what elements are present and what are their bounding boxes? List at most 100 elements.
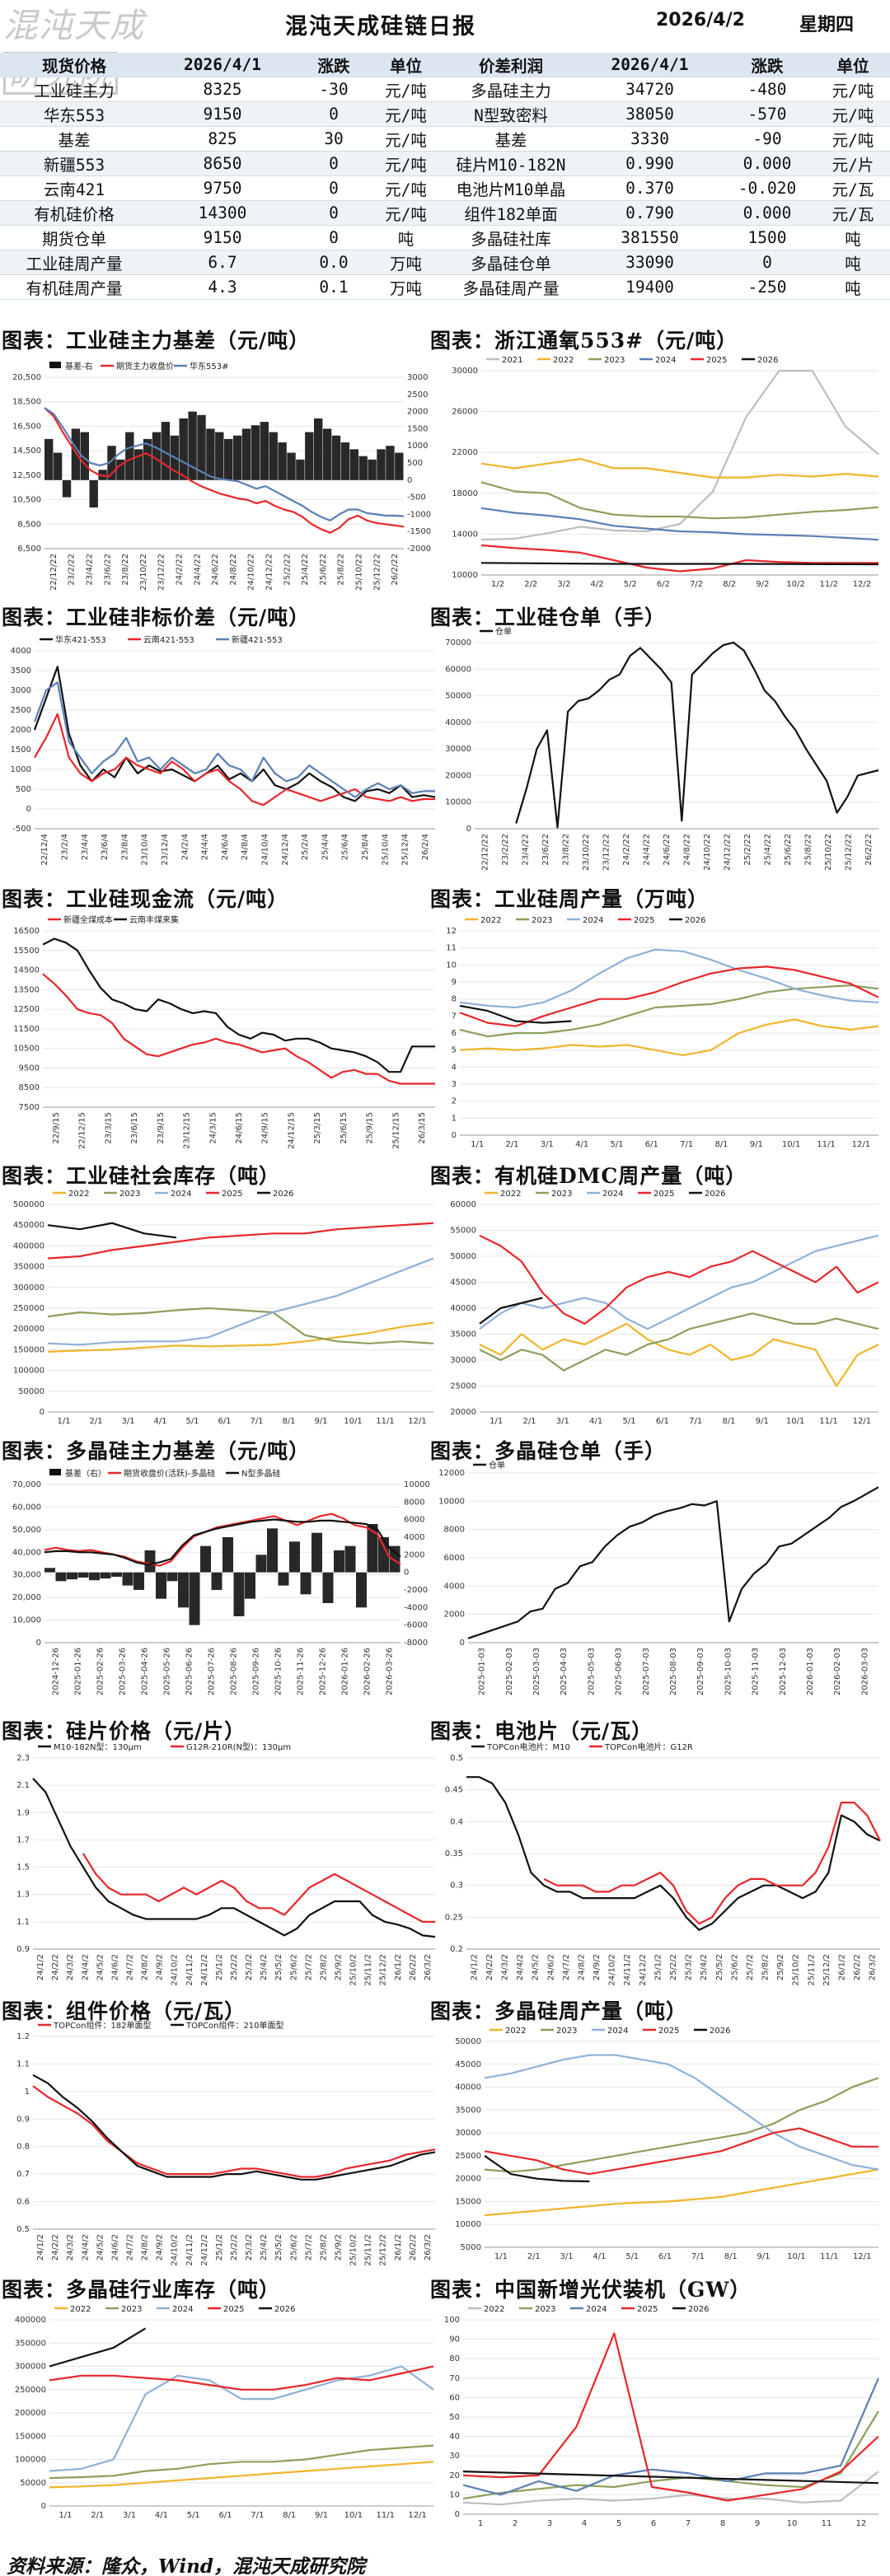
x-tick-label: 23/12/22 xyxy=(602,834,611,871)
x-tick-label: 24/4/2 xyxy=(516,1954,525,1980)
table-header-cell: 单位 xyxy=(816,53,890,77)
x-tick-label: 25/8/2 xyxy=(319,2234,328,2260)
table-cell: 硅片M10-182N xyxy=(441,151,581,176)
y2-tick-label: -2000 xyxy=(404,1586,428,1595)
x-tick-label: 11/2 xyxy=(820,580,838,589)
series-line xyxy=(480,369,879,541)
table-cell: 元/吨 xyxy=(371,126,441,152)
series-line xyxy=(462,2332,879,2502)
chart-14: 50000 45000 40000 35000 30000 25000 20000 15000… xyxy=(430,2017,890,2279)
bar-mark xyxy=(305,432,314,480)
y-tick-label: 500 xyxy=(16,785,31,794)
table-cell: 有机硅价格 xyxy=(0,200,148,226)
x-tick-label: 22/12/22 xyxy=(480,834,490,871)
y-tick-label: 200000 xyxy=(15,2409,46,2418)
x-tick-label: 25/8/2 xyxy=(761,1954,771,1980)
bar-mark xyxy=(377,449,386,480)
x-tick-label: 23/10/22 xyxy=(582,834,591,871)
y-tick-label: 30000 xyxy=(450,1356,476,1365)
x-tick-label: 26/1/2 xyxy=(394,1954,403,1980)
bar-mark xyxy=(188,411,197,480)
table-cell: 825 xyxy=(148,126,297,152)
y-tick-label: 20000 xyxy=(445,771,471,780)
bar-mark xyxy=(334,1550,344,1573)
y2-tick-label: 2000 xyxy=(404,1550,424,1559)
x-tick-label: 24/2/2 xyxy=(485,1954,494,1980)
table-cell: N型致密料 xyxy=(441,101,581,127)
chart-3: 4000 3500 3000 2500 2000 1500 1000 500 0 -500 22/1… xyxy=(2,623,445,885)
series-line xyxy=(459,948,879,1009)
x-tick-label: 4/2 xyxy=(591,580,604,589)
series-line xyxy=(480,562,879,566)
x-tick-label: 25/4/2 xyxy=(260,1954,269,1980)
chart-legend: TOPCon组件：182单面型 TOPCon组件：210单面型 xyxy=(38,2020,284,2031)
y-tick-label: 20000 xyxy=(450,1408,476,1417)
y2-tick-label: -1500 xyxy=(407,527,431,536)
legend-label: TOPCon组件：210单面型 xyxy=(185,2020,284,2031)
x-tick-label: 2 xyxy=(513,2519,518,2528)
bar-mark xyxy=(331,435,341,480)
x-tick-label: 2026-01-26 xyxy=(341,1648,350,1695)
x-tick-label: 11/1 xyxy=(377,2511,395,2520)
y-tick-label: 0 xyxy=(460,1639,465,1648)
y-tick-label: 2500 xyxy=(11,706,31,715)
chart-caption: 图表：有机硅DMC周产量（吨） xyxy=(430,1164,747,1188)
y2-tick-label: 500 xyxy=(407,459,423,468)
y-tick-label: 10000 xyxy=(452,571,478,580)
report-header: 混沌天成研究院 混沌天成硅链日报 2026/4/2 星期四 xyxy=(0,0,890,95)
x-tick-label: 3/1 xyxy=(121,1417,134,1426)
x-tick-label: 5/1 xyxy=(610,1140,623,1149)
y-tick-label: 20,000 xyxy=(12,1593,41,1602)
x-tick-label: 7/1 xyxy=(250,1417,263,1426)
x-tick-label: 22/12/15 xyxy=(78,1112,87,1149)
x-tick-label: 2025-06-03 xyxy=(615,1648,624,1695)
series-line xyxy=(484,2154,590,2183)
x-tick-label: 1/1 xyxy=(59,2511,72,2520)
x-tick-label: 23/9/15 xyxy=(157,1112,166,1144)
y-tick-label: 10,000 xyxy=(12,1616,41,1625)
y-tick-label: 8000 xyxy=(444,1526,465,1535)
x-tick-label: 25/12/22 xyxy=(372,554,382,591)
x-tick-label: 9/1 xyxy=(757,2252,771,2261)
y-tick-label: 55000 xyxy=(450,1227,476,1236)
legend-label: G12R-210R(N型)：130μm xyxy=(186,1741,291,1752)
chart-caption: 图表：工业硅周产量（万吨） xyxy=(430,887,710,911)
y-tick-label: 20,500 xyxy=(12,373,41,382)
x-tick-label: 9/1 xyxy=(750,1140,763,1149)
x-tick-label: 22/12/4 xyxy=(40,834,49,866)
y-tick-label: 50000 xyxy=(445,692,471,701)
chart-svg: 50000 45000 40000 35000 30000 25000 20000 15000… xyxy=(455,2027,879,2261)
legend-label: 2025 xyxy=(634,916,654,925)
legend-label: 云南丰煤来集 xyxy=(129,914,179,925)
x-tick-label: 25/1/2 xyxy=(215,1954,224,1980)
bar-mark xyxy=(349,449,358,480)
bar-mark xyxy=(233,1572,245,1616)
y-tick-label: 20 xyxy=(449,2471,460,2480)
x-tick-label: 2/2 xyxy=(524,580,537,589)
x-tick-label: 3/2 xyxy=(557,580,570,589)
chart-svg: 0.5 0.45 0.4 0.35 0.3 0.25 0.2 24/1/2 24/2/2 24/3… xyxy=(445,1741,881,1986)
x-tick-label: 3/1 xyxy=(560,2252,574,2261)
y2-tick-label: 2000 xyxy=(407,408,428,417)
y-tick-label: 10 xyxy=(449,2490,460,2499)
x-tick-label: 25/2/4 xyxy=(301,834,310,860)
bar-mark xyxy=(358,456,368,480)
x-tick-label: 24/1/2 xyxy=(36,2234,45,2260)
y-tick-label: 0.6 xyxy=(16,2198,30,2207)
series-line xyxy=(32,2085,436,2178)
x-tick-label: 2025-05-26 xyxy=(163,1648,172,1695)
y-tick-label: 40000 xyxy=(455,2083,481,2092)
bar-mark xyxy=(100,1572,111,1579)
series-line xyxy=(480,507,879,541)
series-line xyxy=(34,713,435,806)
legend-label: 仓单 xyxy=(489,1460,505,1470)
y-tick-label: 15000 xyxy=(455,2197,481,2206)
chart-legend: 仓单 xyxy=(480,626,512,637)
legend-label: 2025 xyxy=(223,2305,244,2314)
y-tick-label: 22000 xyxy=(452,448,478,457)
x-tick-label: 24/9/15 xyxy=(261,1112,270,1144)
x-tick-label: 2025-09-03 xyxy=(696,1648,705,1695)
table-cell: 元/吨 xyxy=(816,77,890,102)
bar-mark xyxy=(269,432,278,480)
table-header-cell: 2026/4/1 xyxy=(148,53,297,77)
